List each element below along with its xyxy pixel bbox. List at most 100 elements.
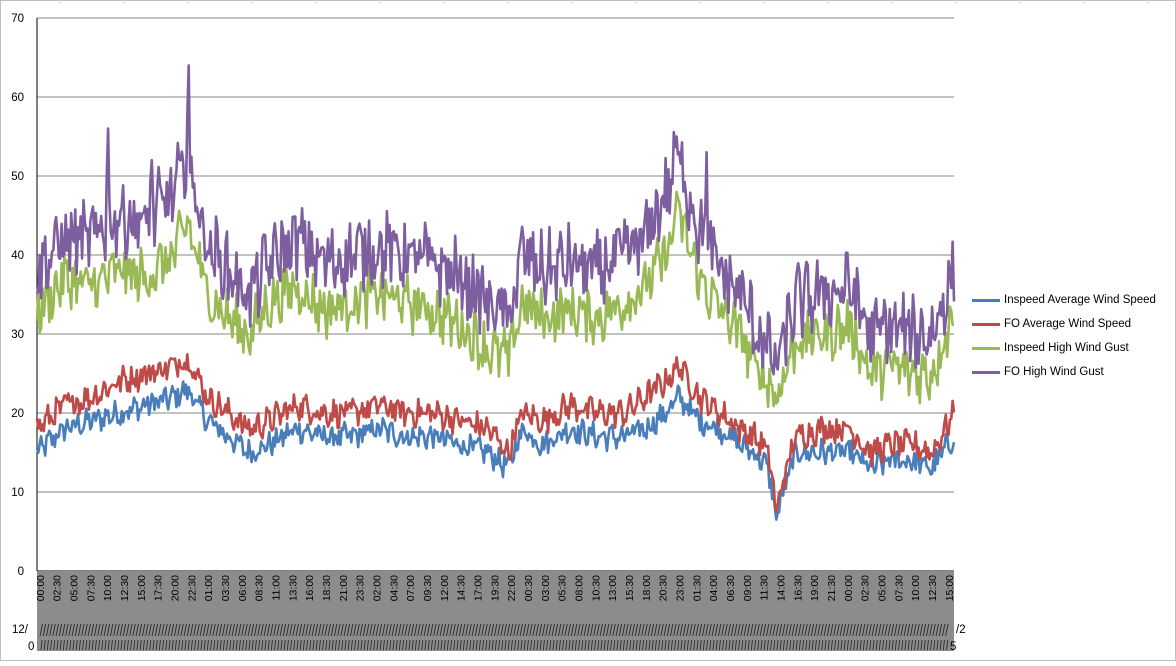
date-glyph [447, 639, 449, 651]
legend-swatch [972, 298, 1000, 302]
x-tick-label: 11:30 [759, 575, 771, 601]
date-glyph [842, 623, 847, 637]
date-glyph [402, 639, 404, 651]
date-glyph [868, 623, 872, 637]
date-glyph [495, 639, 497, 651]
date-glyph [459, 639, 462, 651]
y-tick-label: 40 [11, 250, 24, 262]
date-glyph [136, 639, 139, 651]
date-glyph [231, 623, 235, 637]
date-glyph [824, 639, 827, 651]
x-tick-label: 09:30 [422, 575, 434, 601]
date-glyph [373, 639, 376, 651]
date-glyph [151, 623, 155, 637]
date-glyph [522, 623, 527, 637]
date-glyph [840, 639, 843, 651]
date-glyph [55, 623, 59, 637]
date-glyph [180, 623, 184, 637]
date-glyph [303, 639, 305, 651]
x-tick-label: 09:00 [742, 575, 754, 601]
date-glyph [881, 623, 885, 637]
date-glyph [783, 639, 785, 651]
date-glyph [760, 639, 763, 651]
date-glyph [113, 623, 117, 637]
x-tick-label: 10:30 [590, 575, 602, 601]
date-glyph [603, 639, 606, 651]
date-glyph [218, 623, 223, 637]
date-glyph [234, 623, 239, 637]
date-glyph [167, 623, 171, 637]
legend-label: FO High Wind Gust [1004, 366, 1104, 378]
date-glyph [936, 639, 939, 651]
x-tick-label: 18:00 [641, 575, 653, 601]
date-glyph [101, 639, 104, 651]
date-glyph [282, 623, 287, 637]
date-glyph [911, 639, 913, 651]
date-glyph [494, 623, 498, 637]
date-glyph [203, 639, 206, 651]
date-glyph [895, 639, 897, 651]
date-glyph [267, 639, 270, 651]
date-glyph [319, 639, 321, 651]
date-glyph [888, 639, 891, 651]
date-glyph [933, 639, 936, 651]
date-glyph [369, 623, 373, 637]
date-glyph [814, 623, 818, 637]
date-glyph [901, 639, 904, 651]
date-glyph [276, 623, 280, 637]
date-glyph [770, 639, 772, 651]
date-glyph [162, 639, 164, 651]
date-glyph [407, 623, 411, 637]
date-glyph [559, 639, 561, 651]
date-glyph [850, 639, 852, 651]
legend-item: FO High Wind Gust [972, 360, 1172, 384]
date-glyph [90, 623, 95, 637]
date-glyph [639, 639, 641, 651]
date-glyph [279, 623, 283, 637]
date-glyph [655, 639, 657, 651]
date-glyph [39, 623, 43, 637]
x-tick-label: 06:00 [237, 575, 249, 601]
date-glyph [52, 623, 56, 637]
legend-swatch [972, 370, 1000, 374]
date-glyph [619, 639, 622, 651]
date-glyph [807, 623, 811, 637]
date-glyph [545, 623, 549, 637]
date-glyph [942, 623, 946, 637]
date-glyph [244, 623, 248, 637]
date-glyph [49, 623, 53, 637]
date-glyph [391, 623, 395, 637]
date-glyph [904, 639, 907, 651]
date-glyph [178, 639, 180, 651]
date-glyph [833, 623, 837, 637]
date-glyph [504, 639, 507, 651]
date-glyph [196, 623, 200, 637]
x-tick-label: 13:30 [287, 575, 299, 601]
date-glyph [654, 623, 658, 637]
date-glyph [242, 639, 244, 651]
date-glyph [225, 623, 229, 637]
date-glyph [328, 639, 331, 651]
date-glyph [111, 639, 113, 651]
date-glyph [922, 623, 927, 637]
date-glyph [367, 639, 369, 651]
date-glyph [431, 639, 433, 651]
y-tick-label: 20 [11, 408, 24, 420]
date-glyph [613, 639, 616, 651]
date-glyph [882, 639, 884, 651]
x-tick-label: 15:00 [136, 575, 148, 601]
date-glyph [327, 623, 331, 637]
date-glyph [474, 623, 479, 637]
x-tick-label: 22:00 [506, 575, 518, 601]
date-glyph [519, 623, 523, 637]
date-glyph [79, 639, 81, 651]
date-glyph [772, 623, 776, 637]
date-glyph [200, 639, 203, 651]
date-glyph [181, 639, 184, 651]
date-glyph [290, 639, 292, 651]
date-glyph [887, 623, 891, 637]
date-glyph [424, 639, 427, 651]
date-glyph [146, 639, 148, 651]
date-glyph [616, 639, 619, 651]
date-glyph [356, 623, 360, 637]
